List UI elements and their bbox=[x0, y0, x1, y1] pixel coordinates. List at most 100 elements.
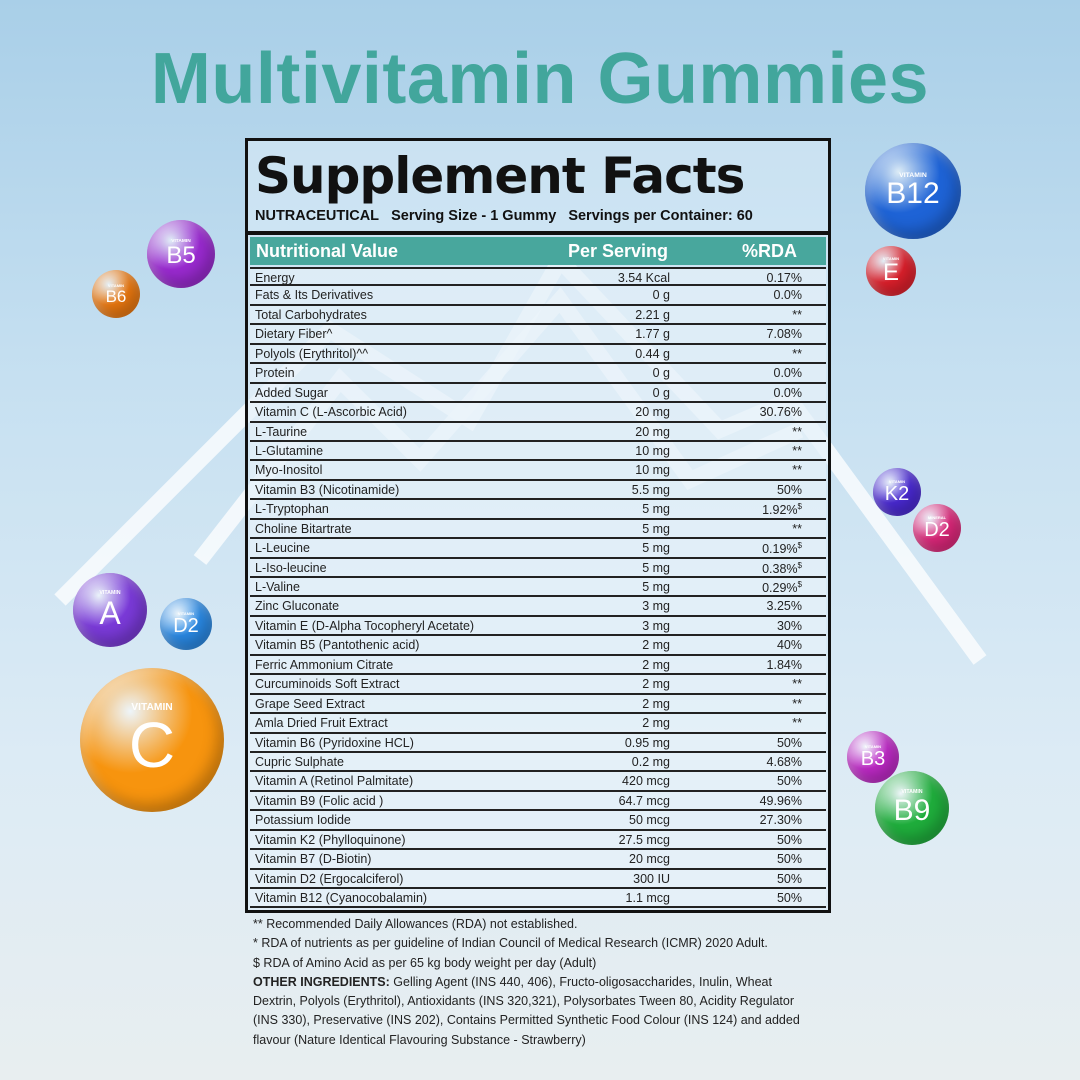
table-row: Vitamin A (Retinol Palmitate) 420 mcg 50% bbox=[250, 772, 826, 792]
rda-percent: 3.25% bbox=[766, 599, 802, 614]
table-row: Fats & Its Derivatives 0 g 0.0% bbox=[250, 286, 826, 306]
bubble-label: A bbox=[99, 594, 121, 631]
rda-percent: 0.17% bbox=[766, 271, 802, 285]
rda-percent: 50% bbox=[776, 891, 802, 905]
table-row: Vitamin B3 (Nicotinamide) 5.5 mg 50% bbox=[250, 480, 826, 501]
nutrient-name: Potassium Iodide bbox=[255, 813, 351, 828]
rda-value: ** bbox=[792, 463, 802, 477]
rda-value: 50% bbox=[777, 852, 802, 866]
rda-percent: ** bbox=[792, 307, 802, 322]
nutrient-name: Polyols (Erythritol)^^ bbox=[255, 346, 369, 361]
rda-value: ** bbox=[792, 425, 802, 439]
table-row: Added Sugar 0 g 0.0% bbox=[250, 383, 826, 404]
rda-value: 0.29%$ bbox=[762, 580, 802, 595]
column-header-nutrient: Nutritional Value bbox=[256, 241, 399, 261]
amount-per-serving: 10 mg bbox=[635, 463, 670, 478]
amount-per-serving: 3 mg bbox=[642, 599, 670, 614]
amount-per-serving: 20 mg bbox=[635, 405, 670, 420]
bubble-label: D2 bbox=[173, 615, 199, 637]
amount-per-serving: 0 g bbox=[652, 385, 670, 400]
amount-per-serving: 0.2 mg bbox=[631, 754, 670, 769]
amount-per-serving: 5 mg bbox=[642, 580, 670, 594]
rda-value: 0.0% bbox=[774, 366, 803, 380]
table-row: Cupric Sulphate 0.2 mg 4.68% bbox=[250, 752, 826, 773]
table-row: Myo-Inositol 10 mg ** bbox=[250, 461, 826, 481]
bubble-small-label: VITAMIN bbox=[901, 789, 923, 796]
table-row: Amla Dried Fruit Extract 2 mg ** bbox=[250, 714, 826, 734]
vitamin-bubble-a: VITAMIN A bbox=[73, 573, 147, 647]
amount-per-serving: 3 mg bbox=[642, 618, 670, 633]
rda-value: 50% bbox=[777, 774, 802, 788]
nutrient-name: Choline Bitartrate bbox=[255, 521, 352, 536]
nutrient-name: Vitamin B7 (D-Biotin) bbox=[255, 852, 372, 867]
rda-value: 50% bbox=[777, 736, 802, 750]
nutrient-name: Vitamin B12 (Cyanocobalamin) bbox=[255, 891, 428, 905]
nutrient-name: Energy bbox=[255, 271, 295, 285]
rda-percent: ** bbox=[792, 677, 802, 692]
vitamin-bubble-b12: VITAMIN B12 bbox=[865, 143, 961, 239]
rda-percent: 30.76% bbox=[759, 405, 802, 420]
table-row: Vitamin B12 (Cyanocobalamin) 1.1 mcg 50% bbox=[250, 889, 826, 909]
bubble-small-label: VITAMIN bbox=[131, 701, 173, 713]
footnote-rda: ** Recommended Daily Allowances (RDA) no… bbox=[253, 917, 578, 931]
nutrient-name: L-Taurine bbox=[255, 424, 308, 439]
amount-per-serving: 5 mg bbox=[642, 502, 670, 517]
nutrient-name: Protein bbox=[255, 366, 295, 381]
rda-percent: ** bbox=[792, 443, 802, 458]
footnote-icmr: * RDA of nutrients as per guideline of I… bbox=[253, 936, 768, 951]
nutrient-name: Vitamin C (L-Ascorbic Acid) bbox=[255, 405, 407, 420]
table-row: Curcuminoids Soft Extract 2 mg ** bbox=[250, 675, 826, 695]
bubble-small-label: VITAMIN bbox=[899, 171, 927, 179]
rda-value: ** bbox=[792, 716, 802, 730]
rda-value: 7.08% bbox=[767, 327, 802, 341]
amino-acid-mark: $ bbox=[797, 502, 802, 512]
rda-percent: 27.30% bbox=[759, 813, 802, 828]
amount-per-serving: 0 g bbox=[652, 366, 670, 381]
rda-value: 50% bbox=[777, 872, 802, 886]
table-row: L-Iso-leucine 5 mg 0.38%$ bbox=[250, 558, 826, 578]
other-ingredients-text: Gelling Agent (INS 440, 406), Fructo-oli… bbox=[253, 974, 800, 1047]
footnotes: ** Recommended Daily Allowances (RDA) no… bbox=[253, 915, 853, 1050]
vitamin-bubble-e: VITAMIN E bbox=[866, 246, 916, 296]
nutrient-name: L-Leucine bbox=[255, 541, 310, 556]
rda-value: ** bbox=[792, 677, 802, 691]
table-row: Vitamin B5 (Pantothenic acid) 2 mg 40% bbox=[250, 636, 826, 656]
nutrient-name: L-Valine bbox=[255, 580, 300, 594]
vitamin-bubble-c: VITAMIN C bbox=[80, 668, 224, 812]
other-ingredients: OTHER INGREDIENTS: Gelling Agent (INS 44… bbox=[253, 973, 813, 1050]
nutrient-name: L-Tryptophan bbox=[255, 502, 329, 517]
amount-per-serving: 5.5 mg bbox=[631, 482, 670, 497]
amount-per-serving: 2 mg bbox=[642, 677, 670, 692]
amount-per-serving: 2 mg bbox=[642, 716, 670, 731]
table-row: Grape Seed Extract 2 mg ** bbox=[250, 694, 826, 715]
divider bbox=[248, 231, 828, 235]
amount-per-serving: 0 g bbox=[652, 288, 670, 303]
serving-info: NUTRACEUTICAL Serving Size - 1 Gummy Ser… bbox=[255, 208, 761, 224]
table-row: Polyols (Erythritol)^^ 0.44 g ** bbox=[250, 344, 826, 365]
amount-per-serving: 2.21 g bbox=[635, 307, 670, 322]
table-row: Potassium Iodide 50 mcg 27.30% bbox=[250, 811, 826, 831]
rda-value: ** bbox=[792, 522, 802, 536]
brand-label: NUTRACEUTICAL bbox=[255, 208, 380, 224]
rda-percent: ** bbox=[792, 424, 802, 439]
nutrient-name: Grape Seed Extract bbox=[255, 696, 365, 711]
rda-percent: 50% bbox=[776, 852, 802, 867]
amount-per-serving: 420 mcg bbox=[622, 774, 670, 789]
rda-value: 3.25% bbox=[767, 599, 802, 613]
rda-percent: ** bbox=[792, 463, 802, 478]
bubble-label: B12 bbox=[886, 177, 940, 211]
nutrient-name: Vitamin A (Retinol Palmitate) bbox=[255, 774, 414, 789]
table-row: Vitamin C (L-Ascorbic Acid) 20 mg 30.76% bbox=[250, 403, 826, 423]
amount-per-serving: 1.1 mcg bbox=[625, 891, 670, 905]
rda-value: ** bbox=[792, 697, 802, 711]
rda-percent: ** bbox=[792, 716, 802, 731]
other-ingredients-label: OTHER INGREDIENTS: bbox=[253, 974, 390, 989]
rda-percent: 30% bbox=[776, 618, 802, 633]
nutrient-name: Vitamin B6 (Pyridoxine HCL) bbox=[255, 735, 414, 750]
rda-value: 30.76% bbox=[760, 405, 802, 419]
bubble-small-label: MINERAL bbox=[927, 515, 947, 520]
table-row: Vitamin E (D-Alpha Tocopheryl Acetate) 3 … bbox=[250, 616, 826, 637]
amount-per-serving: 0.44 g bbox=[635, 346, 670, 361]
amino-acid-mark: $ bbox=[797, 580, 802, 589]
rda-percent: 50% bbox=[776, 871, 802, 886]
